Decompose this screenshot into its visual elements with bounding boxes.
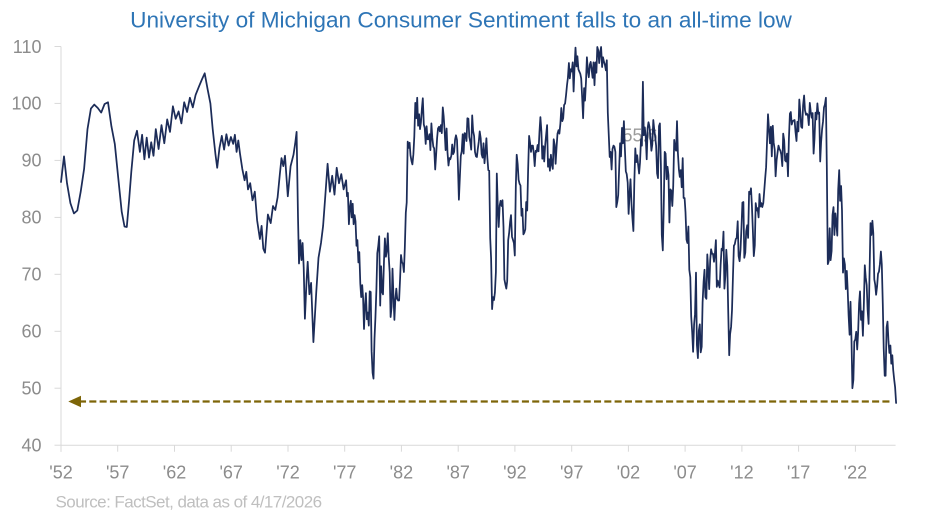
svg-text:'97: '97 (560, 463, 583, 483)
svg-text:'72: '72 (276, 463, 299, 483)
svg-text:'77: '77 (333, 463, 356, 483)
svg-text:'62: '62 (163, 463, 186, 483)
svg-text:'52: '52 (49, 463, 72, 483)
svg-text:110: 110 (13, 37, 42, 57)
svg-text:55.6: 55.6 (622, 126, 657, 146)
svg-text:'92: '92 (503, 463, 526, 483)
svg-text:'12: '12 (730, 463, 753, 483)
svg-text:'07: '07 (673, 463, 696, 483)
svg-text:'67: '67 (219, 463, 242, 483)
svg-text:100: 100 (11, 94, 41, 114)
svg-text:'17: '17 (787, 463, 810, 483)
svg-text:'22: '22 (844, 463, 867, 483)
svg-text:90: 90 (21, 151, 41, 171)
svg-text:70: 70 (21, 265, 41, 285)
svg-text:80: 80 (21, 208, 41, 228)
svg-text:40: 40 (21, 436, 41, 456)
svg-text:'02: '02 (617, 463, 640, 483)
svg-text:50: 50 (21, 379, 41, 399)
svg-text:60: 60 (21, 322, 41, 342)
svg-text:University of Michigan Consume: University of Michigan Consumer Sentimen… (130, 7, 792, 32)
svg-text:'57: '57 (106, 463, 129, 483)
svg-text:'82: '82 (390, 463, 413, 483)
svg-text:Source: FactSet, data as of 4/: Source: FactSet, data as of 4/17/2026 (56, 493, 322, 512)
svg-text:'87: '87 (446, 463, 469, 483)
